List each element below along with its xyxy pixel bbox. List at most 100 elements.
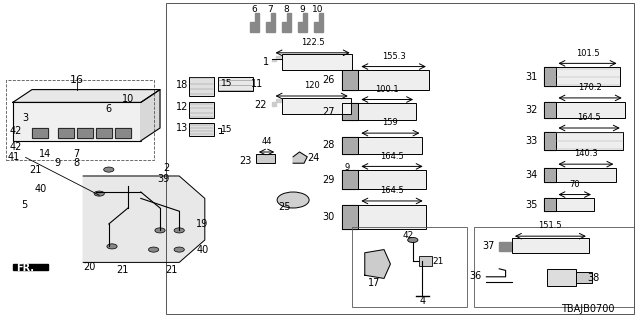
Polygon shape [282,13,291,32]
Text: 15: 15 [221,79,233,88]
Text: 36: 36 [469,271,481,281]
Polygon shape [250,13,259,32]
Polygon shape [115,128,131,138]
Text: 17: 17 [368,278,381,288]
Text: 151.5: 151.5 [539,221,562,230]
Text: 7: 7 [268,5,273,14]
Text: 4: 4 [419,296,426,307]
Polygon shape [342,137,358,154]
Bar [358,70,429,90]
Circle shape [94,191,104,196]
Text: 34: 34 [525,170,538,180]
Polygon shape [272,99,282,106]
Text: 38: 38 [588,273,600,283]
Polygon shape [544,102,556,118]
Text: 164.5: 164.5 [380,152,404,161]
Bar [358,205,426,229]
Text: 39: 39 [157,174,170,184]
Bar [358,170,426,189]
Text: 9: 9 [54,158,61,168]
Bar [556,132,623,150]
Text: 28: 28 [323,140,335,150]
Text: 2: 2 [163,163,170,173]
Bar [189,102,214,118]
Polygon shape [314,13,323,32]
Polygon shape [298,13,307,32]
Polygon shape [96,128,112,138]
Bar [512,238,589,253]
Text: 15: 15 [221,125,233,134]
Bar [189,123,214,136]
Text: 10: 10 [122,94,134,104]
Polygon shape [266,13,275,32]
Text: 30: 30 [323,212,335,222]
Text: 12: 12 [176,102,189,112]
Polygon shape [272,56,282,61]
Text: 18: 18 [176,80,189,90]
Text: 70: 70 [570,180,580,189]
Text: 41: 41 [8,152,20,163]
Bar [556,67,620,86]
Text: 6: 6 [106,104,112,114]
Bar [419,256,432,266]
Text: 1: 1 [262,57,269,67]
Text: 22: 22 [254,100,267,110]
Bar [556,198,594,211]
Polygon shape [83,176,205,262]
Polygon shape [58,128,74,138]
Polygon shape [32,128,48,138]
Text: 42: 42 [403,231,414,240]
Text: 122.5: 122.5 [301,38,324,47]
Bar [576,272,592,283]
Text: 6: 6 [252,5,257,14]
Polygon shape [13,264,48,270]
Text: 8: 8 [284,5,289,14]
Bar [218,77,253,91]
Text: 100.1: 100.1 [376,85,399,94]
Text: 13: 13 [176,123,189,133]
Text: 21: 21 [29,164,42,175]
Text: 3: 3 [22,113,29,124]
Text: 164.5: 164.5 [380,186,404,195]
Polygon shape [544,198,556,211]
Polygon shape [342,103,358,120]
Bar [256,154,275,163]
Bar [96,128,112,138]
Text: 42: 42 [10,142,22,152]
Bar [352,227,467,307]
Bar [32,128,48,138]
Text: 33: 33 [525,136,538,146]
Polygon shape [499,242,512,251]
Polygon shape [365,250,390,278]
Bar [282,54,352,70]
Bar [115,128,131,138]
Text: 20: 20 [83,262,96,272]
Text: 170.2: 170.2 [578,83,602,92]
Text: 7: 7 [74,148,80,159]
Bar [556,102,625,118]
Text: 44: 44 [261,137,272,146]
Circle shape [148,247,159,252]
Bar [474,227,634,307]
Text: 5: 5 [21,200,28,210]
Text: 9: 9 [345,163,350,172]
Bar [282,98,351,114]
Bar [358,103,416,120]
Text: 40: 40 [196,244,209,255]
Polygon shape [342,170,358,189]
Circle shape [107,244,117,249]
Circle shape [155,228,165,233]
Bar [58,128,74,138]
Text: 35: 35 [525,200,538,210]
Polygon shape [13,90,160,102]
Bar [358,137,422,154]
Text: 16: 16 [70,75,84,85]
Text: 23: 23 [239,156,252,166]
Text: 37: 37 [483,241,495,251]
Text: 32: 32 [525,105,538,115]
Text: 21: 21 [165,265,178,276]
Bar [166,3,634,314]
Text: 24: 24 [307,153,320,163]
Polygon shape [293,152,307,163]
Circle shape [104,167,114,172]
